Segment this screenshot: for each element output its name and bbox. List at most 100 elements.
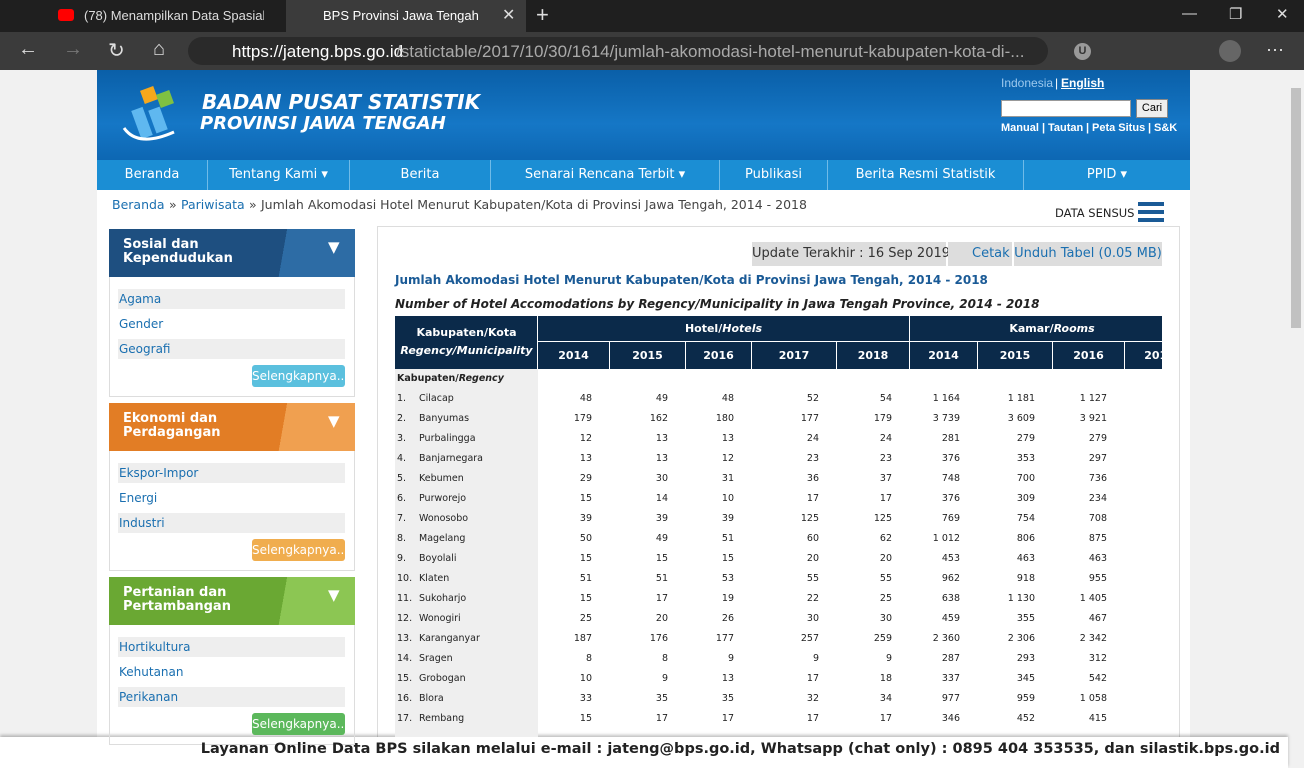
sidebar-toggle[interactable]: ▼ (328, 412, 340, 430)
cell-value: 51 (579, 573, 592, 584)
cell-value: 257 (800, 633, 819, 644)
address-bar[interactable] (188, 37, 1048, 65)
cell-value: 17 (806, 673, 819, 684)
row-number: 15. (397, 673, 413, 684)
sidebar-button[interactable]: Selengkapnya... (252, 365, 348, 387)
cell-value: 293 (1016, 653, 1035, 664)
sidebar-link[interactable]: Geografi (118, 339, 345, 359)
cell-value: 179 (873, 413, 892, 424)
cell-value: 125 (800, 513, 819, 524)
search-button[interactable]: Cari (1136, 99, 1168, 118)
sidebar-link[interactable]: Ekspor-Impor (118, 463, 345, 483)
cell-value: 29 (579, 473, 592, 484)
sidebar-title[interactable]: Sosial dan Kependudukan (123, 237, 233, 266)
row-number: 14. (397, 653, 413, 664)
cell-value: 14 (655, 493, 668, 504)
header-link[interactable]: Tautan (1048, 122, 1084, 134)
avatar[interactable] (1219, 40, 1241, 62)
cell-value: 962 (941, 573, 960, 584)
nav-item[interactable]: PPID ▾ (1086, 167, 1128, 182)
nav-item[interactable]: Beranda (97, 160, 208, 190)
row-number: 16. (397, 693, 413, 704)
sidebar-link[interactable]: Perikanan (118, 687, 345, 707)
breadcrumb-item[interactable]: Beranda (112, 197, 165, 212)
sidebar-header[interactable] (109, 403, 355, 451)
sidebar-button[interactable]: Selengkapnya... (252, 713, 348, 735)
window-control[interactable]: — (1182, 5, 1197, 22)
cell-value: 55 (806, 573, 819, 584)
sidebar-toggle[interactable]: ▼ (328, 586, 340, 604)
sidebar-title[interactable]: Pertanian dan Pertambangan (123, 585, 231, 614)
tab-close[interactable]: ✕ (502, 7, 516, 24)
menu-icon[interactable] (1138, 202, 1164, 222)
sidebar-link[interactable]: Energi (119, 491, 158, 505)
sidebar-header[interactable] (109, 577, 355, 625)
nav-button[interactable]: ⌂ (153, 38, 166, 60)
cell-value: 162 (649, 413, 668, 424)
search-input[interactable] (1001, 100, 1131, 117)
cell-value: 53 (721, 573, 734, 584)
lang-en[interactable]: English (1061, 76, 1105, 90)
row-name: Cilacap (419, 393, 454, 404)
cell-value: 9 (885, 653, 892, 664)
header-text: Kabupaten/Kota (416, 326, 517, 339)
window-control[interactable]: ✕ (1276, 6, 1289, 23)
cell-value: 1 405 (1079, 593, 1107, 604)
sidebar-header[interactable] (109, 229, 355, 277)
cell-value: 15 (579, 593, 592, 604)
cell-value: 17 (806, 713, 819, 724)
lang-id[interactable]: Indonesia (1001, 76, 1054, 90)
url-host[interactable]: https://jateng.bps.go.id (232, 42, 404, 61)
print-button[interactable]: Cetak (948, 242, 1012, 266)
nav-button[interactable]: ← (18, 38, 38, 60)
group-header: Hotel/Hotels (538, 316, 910, 342)
tab-title[interactable]: BPS Provinsi Jawa Tengah (323, 8, 479, 23)
cell-value: 312 (1088, 653, 1107, 664)
nav-item[interactable]: Tentang Kami ▾ (208, 160, 350, 190)
download-button[interactable]: Unduh Tabel (0.05 MB) (1014, 242, 1162, 266)
cell-value: 22 (806, 593, 819, 604)
cell-value: 17 (879, 493, 892, 504)
header-link[interactable]: Peta Situs (1092, 122, 1146, 134)
breadcrumb-item[interactable]: Pariwisata (181, 197, 245, 212)
sidebar-link[interactable]: Industri (118, 513, 345, 533)
cell-value: 23 (879, 453, 892, 464)
sidebar-toggle[interactable]: ▼ (328, 238, 340, 256)
nav-button[interactable]: ↻ (108, 40, 125, 62)
cell-value: 769 (941, 513, 960, 524)
sidebar-link[interactable]: Kehutanan (119, 665, 184, 679)
cell-value: 60 (806, 533, 819, 544)
header-link[interactable]: Manual (1001, 122, 1039, 134)
cell-value: 17 (806, 493, 819, 504)
nav-item[interactable]: Berita (350, 160, 491, 190)
scrollbar[interactable] (1288, 70, 1304, 768)
nav-button[interactable]: → (63, 38, 83, 60)
cell-value: 55 (879, 573, 892, 584)
row-name: Banjarnegara (419, 453, 484, 464)
header-link[interactable]: S&K (1154, 122, 1178, 134)
active-tab[interactable] (286, 0, 526, 32)
nav-item[interactable]: Berita Resmi Statistik (828, 160, 1024, 190)
profile-badge[interactable]: U (1074, 43, 1091, 60)
cell-value: 35 (721, 693, 734, 704)
sidebar-button[interactable]: Selengkapnya... (252, 539, 348, 561)
data-sensus[interactable]: DATA SENSUS (1055, 206, 1135, 220)
sidebar-link[interactable]: Gender (119, 317, 164, 331)
nav-item[interactable]: Senarai Rencana Terbit ▾ (491, 160, 720, 190)
nav-item[interactable]: Publikasi (720, 160, 828, 190)
sidebar-link[interactable]: Agama (118, 289, 345, 309)
row-name: Sukoharjo (419, 593, 467, 604)
cell-value: 638 (941, 593, 960, 604)
sidebar-link[interactable]: Hortikultura (118, 637, 345, 657)
row-number: 13. (397, 633, 413, 644)
url-path[interactable]: /statictable/2017/10/30/1614/jumlah-akom… (396, 42, 1025, 61)
window-control[interactable]: ❐ (1229, 6, 1243, 23)
sidebar-title[interactable]: Ekonomi dan Perdagangan (123, 411, 221, 440)
tab-title[interactable]: (78) Menampilkan Data Spasial p (84, 8, 264, 23)
new-tab[interactable]: + (536, 2, 549, 27)
menu[interactable]: ⋯ (1266, 40, 1284, 60)
cell-value: 345 (1016, 673, 1035, 684)
cell-value: 700 (1016, 473, 1035, 484)
tab-bar (0, 0, 1304, 32)
year-header: 2014 (538, 342, 610, 369)
